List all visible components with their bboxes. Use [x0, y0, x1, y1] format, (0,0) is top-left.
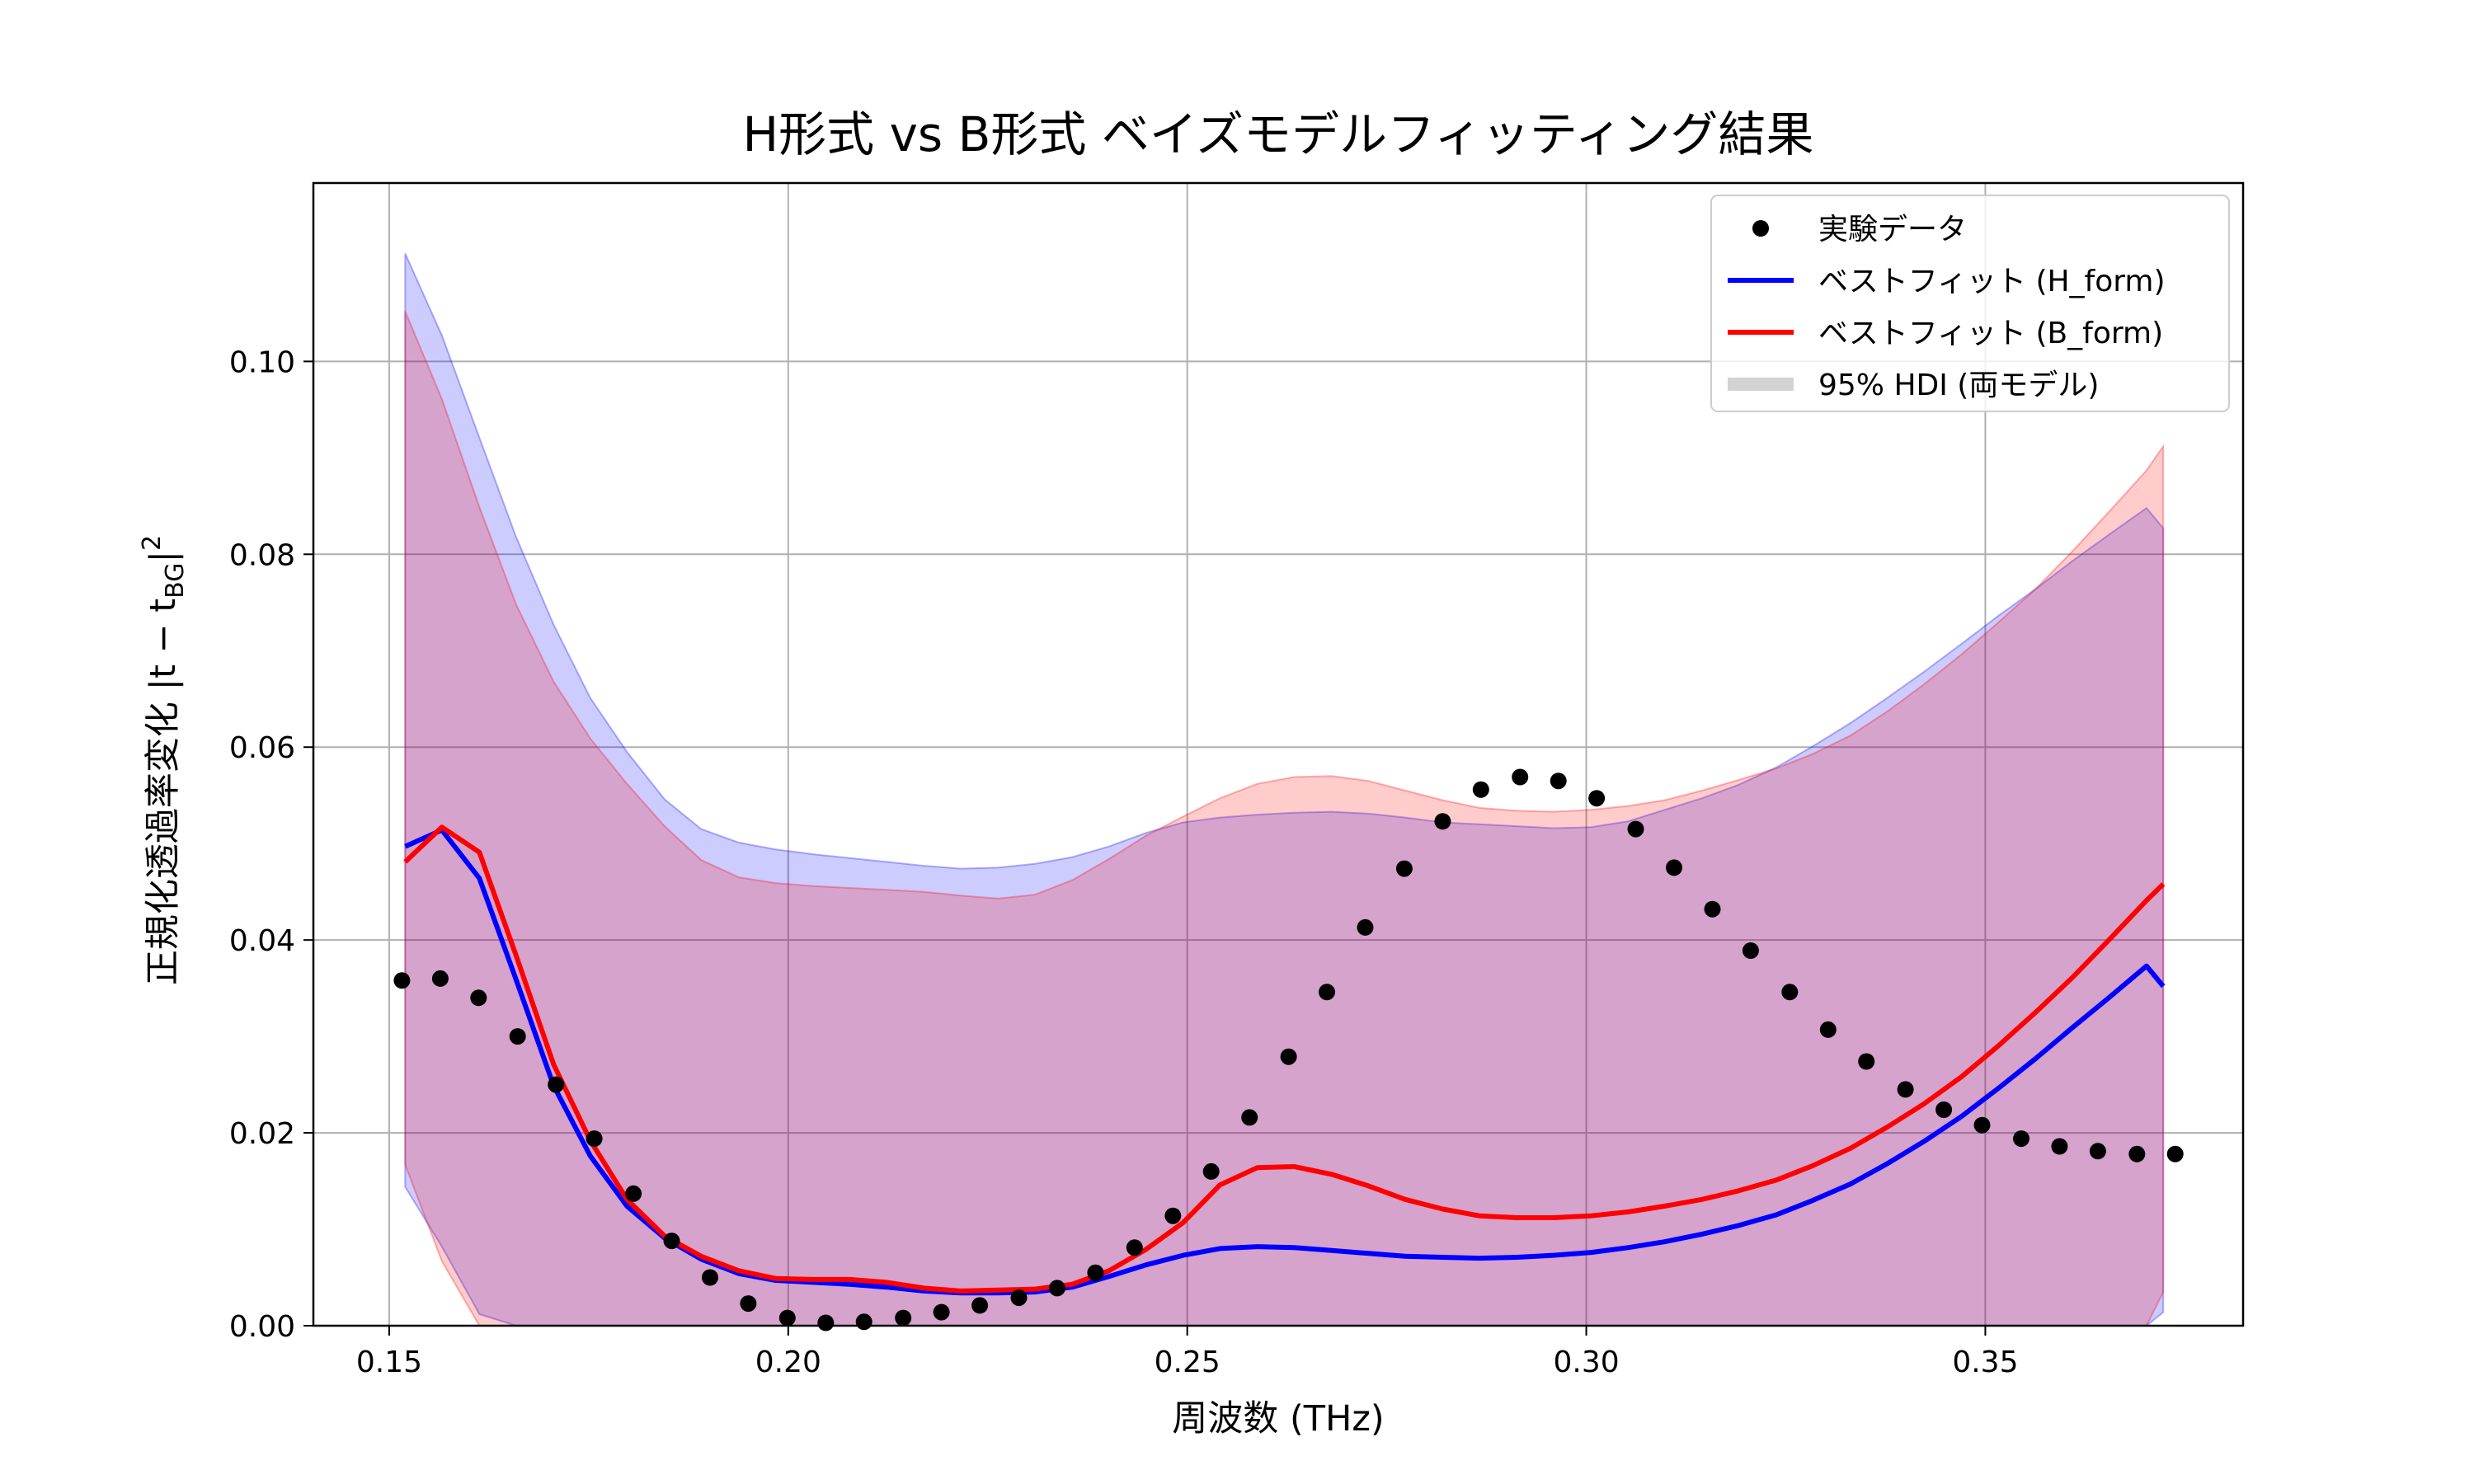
y-tick-label: 0.00: [229, 1310, 295, 1344]
legend-label: 95% HDI (両モデル): [1818, 369, 2099, 402]
data-point: [548, 1076, 565, 1093]
data-point: [1858, 1053, 1875, 1070]
data-point: [1280, 1048, 1297, 1065]
data-point: [1550, 773, 1567, 790]
data-points: [393, 768, 2184, 1331]
data-point: [1819, 1021, 1837, 1038]
fit-lines: [403, 824, 2166, 1296]
data-point: [1010, 1289, 1028, 1307]
data-point: [1202, 1162, 1220, 1180]
legend-box: [1710, 195, 2230, 412]
data-point: [1087, 1264, 1104, 1281]
data-point: [2051, 1138, 2068, 1155]
x-tick-label: 0.20: [755, 1345, 821, 1379]
hdi-band-h-form: [404, 252, 2165, 1326]
data-point: [1357, 918, 1374, 936]
data-point: [1512, 768, 1529, 786]
x-tick-label: 0.30: [1553, 1345, 1619, 1379]
data-point: [2166, 1145, 2184, 1162]
data-point: [778, 1309, 796, 1327]
y-tick-label: 0.04: [229, 924, 295, 958]
fit-line-b-form: [403, 824, 2166, 1294]
data-point: [971, 1297, 989, 1314]
y-axis-label: 正規化透過率変化 |t − tBG|2: [138, 535, 190, 985]
data-point: [1897, 1081, 1914, 1098]
data-point: [470, 989, 487, 1007]
fit-line-h-form: [404, 827, 2166, 1296]
data-point: [1048, 1280, 1065, 1297]
y-axis-label-main: 正規化透過率変化 |t − t: [143, 599, 184, 985]
legend-marker-dot: [1752, 220, 1769, 237]
data-point: [933, 1303, 950, 1321]
y-axis-label-subscript: BG: [161, 563, 190, 599]
data-point: [1241, 1109, 1258, 1126]
x-tick-label: 0.35: [1952, 1345, 2018, 1379]
axis-ticks: 0.15 0.20 0.25 0.30 0.35 0.00 0.02 0.04 0.06 0.08…: [229, 345, 2019, 1379]
data-point: [1666, 859, 1682, 876]
legend-label: ベストフィット (B_form): [1818, 317, 2163, 350]
data-point: [1472, 781, 1489, 798]
data-point: [625, 1185, 642, 1202]
data-point: [1935, 1101, 1953, 1118]
data-point: [1319, 984, 1335, 1001]
x-tick-label: 0.15: [356, 1345, 422, 1379]
data-point: [817, 1314, 835, 1331]
hdi-bands: [404, 252, 2165, 1326]
legend-label: ベストフィット (H_form): [1818, 265, 2166, 298]
data-point: [393, 972, 411, 989]
data-point: [855, 1313, 872, 1331]
y-axis-label-tail: |: [143, 551, 184, 563]
data-point: [2128, 1145, 2146, 1162]
chart-title: H形式 vs B形式 ベイズモデルフィッティング結果: [743, 106, 1814, 162]
data-point: [1588, 790, 1606, 807]
y-axis-label-superscript: 2: [138, 535, 167, 551]
data-point: [2013, 1130, 2030, 1148]
y-tick-label: 0.06: [229, 731, 295, 765]
data-point: [740, 1295, 757, 1313]
data-point: [895, 1309, 912, 1327]
data-point: [702, 1269, 718, 1286]
legend-label: 実験データ: [1818, 213, 1967, 247]
data-point: [1704, 900, 1721, 918]
x-tick-label: 0.25: [1155, 1345, 1221, 1379]
data-point: [663, 1233, 680, 1250]
data-point: [1627, 820, 1644, 838]
data-point: [1164, 1207, 1182, 1224]
data-point: [1395, 860, 1413, 877]
data-point: [509, 1028, 526, 1045]
y-tick-label: 0.10: [229, 345, 295, 379]
data-point: [1781, 984, 1799, 1001]
y-tick-label: 0.08: [229, 538, 295, 572]
plot-frame: [312, 181, 2245, 1327]
y-tick-label: 0.02: [229, 1117, 295, 1151]
data-point: [431, 970, 449, 987]
data-point: [1742, 942, 1759, 959]
x-axis-label: 周波数 (THz): [1172, 1398, 1384, 1439]
data-point: [2089, 1143, 2106, 1160]
legend-marker-patch: [1728, 378, 1794, 391]
data-point: [1126, 1239, 1143, 1256]
hdi-band-b-form: [404, 311, 2165, 1326]
data-point: [586, 1130, 603, 1148]
data-point: [1434, 813, 1451, 830]
data-point: [1973, 1116, 1991, 1134]
